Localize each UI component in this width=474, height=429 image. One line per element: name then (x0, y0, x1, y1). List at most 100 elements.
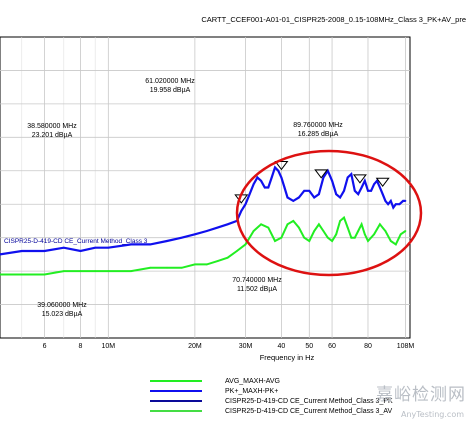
series-0-point-58 (394, 203, 397, 206)
series-0-point-59 (398, 203, 401, 206)
series-0-point-10 (180, 236, 183, 239)
series-0-point-9 (166, 240, 168, 242)
series-0-point-11 (193, 233, 196, 236)
peak-marker-1 (274, 160, 289, 171)
legend-swatch-limit-av (150, 410, 202, 412)
series-1-point-18 (260, 223, 263, 226)
series-0-point-2 (43, 250, 46, 252)
series-0-point-8 (149, 243, 152, 246)
series-0-point-57 (392, 206, 395, 209)
series-0-point-45 (357, 193, 360, 196)
series-0-point-5 (94, 246, 97, 249)
series-0-point-46 (360, 186, 363, 189)
x-tick-labels: 6 8 10M 20M 30M 40 50 60 80 108M (43, 343, 415, 350)
legend-swatch-avg (150, 380, 202, 382)
legend-label-limit-av: CISPR25-D-419-CD CE_Current Method_Class… (225, 407, 393, 415)
series-1-point-13 (216, 260, 219, 262)
series-0-point-41 (343, 189, 345, 192)
annotation-level-3: 11.502 dBµA (237, 286, 277, 293)
series-0-point-1 (20, 250, 23, 252)
annotation-level-2: 16.285 dBµA (298, 131, 339, 138)
emc-spectrum-chart: CARTT_CCEF001-A01-01_CISPR25-2008_0.15-1… (0, 15, 466, 362)
series-0-point-42 (346, 176, 349, 179)
series-0-point-48 (367, 189, 369, 192)
legend-item-limit-pk: CISPR25-D-419-CD CE_Current Method_Class… (150, 396, 393, 406)
series-0-point-30 (292, 199, 295, 202)
legend-swatch-limit-pk (150, 400, 202, 402)
series-1-point-41 (367, 240, 369, 242)
series-1-point-26 (308, 240, 311, 242)
series-1-point-1 (20, 273, 23, 276)
legend-item-avg: AVG_MAXH-AVG (150, 376, 280, 386)
annotation-level-1: 23.201 dBµA (32, 132, 73, 139)
series-0-point-43 (350, 173, 353, 176)
watermark-text: 嘉峪检测网 (376, 385, 466, 405)
x-axis-label: Frequency in Hz (260, 353, 315, 362)
series-1-point-17 (252, 230, 255, 232)
series-0-point-3 (62, 246, 65, 249)
peak-marker-2 (314, 169, 329, 179)
series-1-point-8 (149, 266, 152, 269)
series-1-point-29 (322, 230, 325, 232)
series-0-point-0 (0, 253, 1, 256)
series-1-point-2 (43, 273, 46, 276)
series-1-point-14 (226, 256, 229, 259)
series-1-point-34 (343, 216, 345, 219)
series-1-point-4 (79, 270, 82, 273)
legend-label-pk: PK+_MAXH-PK+ (225, 387, 279, 395)
x-tick-label-6: 50 (305, 343, 313, 350)
series-layer (0, 165, 407, 276)
series-0-point-55 (387, 203, 390, 206)
series-0-point-61 (404, 199, 407, 202)
series-1-point-16 (244, 243, 247, 246)
series-1-point-6 (107, 270, 110, 273)
x-tick-label-9: 108M (397, 343, 415, 350)
series-0-point-36 (322, 176, 325, 179)
series-0-point-56 (389, 199, 392, 202)
series-1-point-22 (286, 223, 289, 226)
series-1-point-32 (335, 233, 338, 236)
series-0-point-19 (252, 183, 255, 186)
series-1-point-20 (274, 240, 276, 242)
series-1-point-27 (313, 230, 316, 232)
series-0-point-34 (313, 196, 316, 199)
series-1-point-39 (360, 223, 363, 226)
x-tick-label-3: 20M (188, 343, 202, 350)
series-0-point-32 (303, 189, 306, 192)
series-1-point-21 (280, 236, 283, 239)
series-1-point-43 (378, 223, 381, 226)
series-0-point-13 (216, 226, 219, 229)
series-1-point-33 (339, 220, 342, 222)
series-1-point-5 (94, 270, 97, 273)
legend-label-avg: AVG_MAXH-AVG (225, 377, 280, 385)
watermark-url: AnyTesting.com (400, 410, 464, 419)
series-0-point-7 (130, 243, 132, 246)
series-1-point-7 (130, 270, 132, 273)
series-0-point-4 (79, 250, 82, 252)
peak-marker-4 (375, 177, 390, 188)
series-1-point-38 (357, 230, 360, 232)
grid-lines (0, 37, 410, 338)
series-0-point-47 (363, 179, 366, 182)
series-1-point-45 (389, 240, 392, 242)
series-0-point-23 (267, 186, 270, 189)
series-0-point-60 (402, 199, 405, 202)
series-0-point-6 (107, 246, 110, 249)
series-0-point-27 (280, 176, 283, 179)
series-1-point-12 (205, 263, 208, 266)
series-1-point-47 (399, 233, 402, 236)
legend-item-pk: PK+_MAXH-PK+ (150, 386, 278, 396)
series-1-point-25 (303, 236, 306, 239)
series-0-point-14 (226, 223, 229, 226)
series-1-point-10 (180, 266, 183, 269)
annotation-level-4: 15.023 dBµA (42, 311, 83, 318)
marker-annotations: 61.020000 MHz 19.958 dBµA 38.580000 MHz 23.… (27, 78, 343, 318)
highlight-ellipse (235, 149, 423, 277)
series-0-point-39 (335, 193, 338, 196)
annotation-freq-4: 39.060000 MHz (37, 302, 87, 309)
series-1-point-9 (166, 266, 168, 269)
x-tick-label-0: 6 (43, 343, 47, 350)
series-0-point-21 (260, 179, 263, 182)
series-1-point-44 (384, 230, 387, 232)
series-0-point-12 (205, 230, 208, 232)
